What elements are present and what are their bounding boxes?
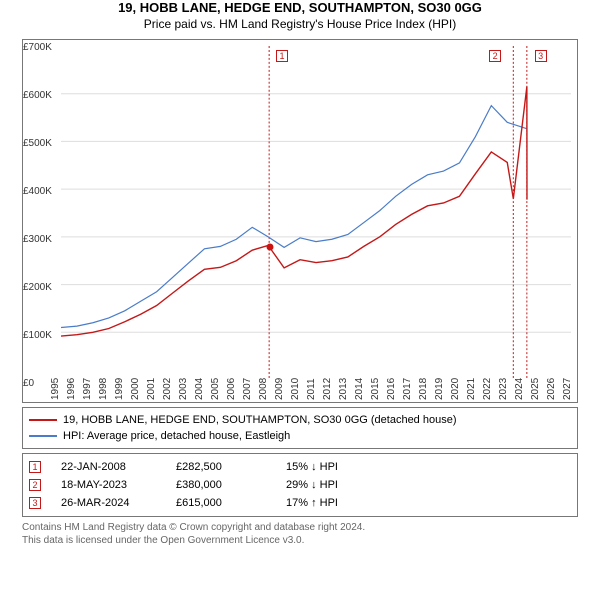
x-tick: 2026 (546, 378, 548, 400)
legend-label: HPI: Average price, detached house, East… (63, 430, 290, 442)
event-date: 18-MAY-2023 (61, 479, 156, 491)
event-badge: 2 (29, 479, 41, 491)
legend-swatch (29, 435, 57, 437)
chart-container: £0 £100K £200K £300K £400K £500K £600K £700K 1 2… (22, 39, 578, 403)
x-tick: 2002 (162, 378, 164, 400)
chart-title: 19, HOBB LANE, HEDGE END, SOUTHAMPTON, S… (0, 0, 600, 15)
x-tick: 2013 (338, 378, 340, 400)
plot-area (61, 46, 571, 380)
x-tick: 2005 (210, 378, 212, 400)
x-tick: 2023 (498, 378, 500, 400)
events-box: 1 22-JAN-2008 £282,500 15% ↓ HPI 2 18-MAY-202… (22, 453, 578, 517)
event-price: £615,000 (176, 497, 266, 509)
legend-label: 19, HOBB LANE, HEDGE END, SOUTHAMPTON, S… (63, 414, 457, 426)
x-tick: 2004 (194, 378, 196, 400)
event-dot-1 (266, 243, 273, 250)
x-tick: 2003 (178, 378, 180, 400)
x-tick: 2009 (274, 378, 276, 400)
x-tick: 2007 (242, 378, 244, 400)
x-tick: 2000 (130, 378, 132, 400)
event-price: £380,000 (176, 479, 266, 491)
x-tick: 2022 (482, 378, 484, 400)
x-tick: 2020 (450, 378, 452, 400)
y-tick: £0 (23, 378, 34, 382)
x-tick: 2025 (530, 378, 532, 400)
event-marker-1: 1 (276, 50, 288, 62)
event-row: 3 26-MAR-2024 £615,000 17% ↑ HPI (29, 494, 571, 512)
event-row: 2 18-MAY-2023 £380,000 29% ↓ HPI (29, 476, 571, 494)
y-tick: £300K (23, 234, 52, 238)
event-price: £282,500 (176, 461, 266, 473)
event-date: 26-MAR-2024 (61, 497, 156, 509)
x-tick: 2015 (370, 378, 372, 400)
chart-svg (61, 46, 571, 380)
y-tick: £500K (23, 138, 52, 142)
x-axis-labels: 1995199619971998199920002001200220032004… (61, 380, 571, 402)
x-tick: 2019 (434, 378, 436, 400)
x-tick: 1999 (114, 378, 116, 400)
x-tick: 2014 (354, 378, 356, 400)
x-tick: 2021 (466, 378, 468, 400)
legend-row: 19, HOBB LANE, HEDGE END, SOUTHAMPTON, S… (29, 412, 571, 428)
event-badge: 1 (29, 461, 41, 473)
x-tick: 2001 (146, 378, 148, 400)
event-row: 1 22-JAN-2008 £282,500 15% ↓ HPI (29, 458, 571, 476)
y-tick: £400K (23, 186, 52, 190)
x-tick: 2017 (402, 378, 404, 400)
event-marker-2: 2 (489, 50, 501, 62)
x-tick: 2010 (290, 378, 292, 400)
y-tick: £100K (23, 330, 52, 334)
y-tick: £200K (23, 282, 52, 286)
x-tick: 2012 (322, 378, 324, 400)
x-tick: 2011 (306, 378, 308, 400)
legend-swatch (29, 419, 57, 421)
footer-l1: Contains HM Land Registry data © Crown c… (22, 521, 578, 534)
y-tick: £600K (23, 90, 52, 94)
event-marker-3: 3 (535, 50, 547, 62)
x-tick: 2024 (514, 378, 516, 400)
footer-l2: This data is licensed under the Open Gov… (22, 534, 578, 547)
x-tick: 2008 (258, 378, 260, 400)
x-tick: 1997 (82, 378, 84, 400)
x-tick: 2027 (562, 378, 564, 400)
event-delta: 17% ↑ HPI (286, 497, 338, 509)
y-tick: £700K (23, 42, 52, 46)
x-tick: 2016 (386, 378, 388, 400)
event-badge: 3 (29, 497, 41, 509)
legend-box: 19, HOBB LANE, HEDGE END, SOUTHAMPTON, S… (22, 407, 578, 449)
event-delta: 29% ↓ HPI (286, 479, 338, 491)
event-delta: 15% ↓ HPI (286, 461, 338, 473)
chart-subtitle: Price paid vs. HM Land Registry's House … (0, 17, 600, 31)
footer-text: Contains HM Land Registry data © Crown c… (22, 521, 578, 547)
x-tick: 2018 (418, 378, 420, 400)
x-tick: 1996 (66, 378, 68, 400)
x-tick: 1995 (50, 378, 52, 400)
x-tick: 2006 (226, 378, 228, 400)
legend-row: HPI: Average price, detached house, East… (29, 428, 571, 444)
x-tick: 1998 (98, 378, 100, 400)
event-date: 22-JAN-2008 (61, 461, 156, 473)
